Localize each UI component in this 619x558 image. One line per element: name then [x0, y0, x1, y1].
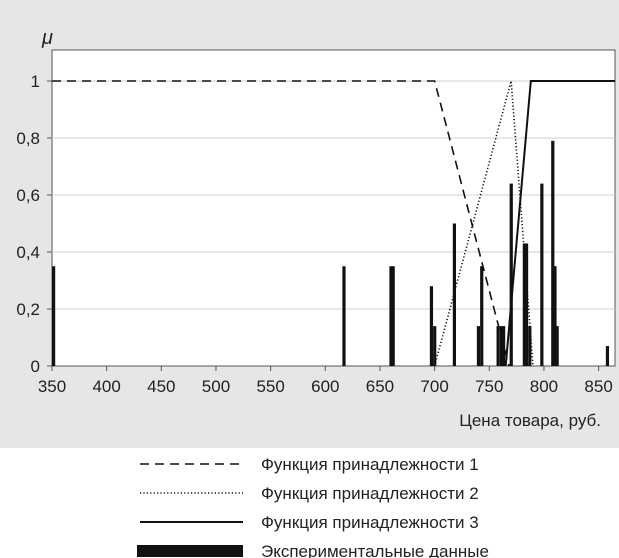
- data-bar: [528, 326, 532, 366]
- legend-label: Функция принадлежности 1: [261, 455, 479, 474]
- x-tick-label: 400: [92, 377, 120, 396]
- x-tick-label: 550: [256, 377, 284, 396]
- x-tick-label: 850: [584, 377, 612, 396]
- x-tick-label: 600: [311, 377, 339, 396]
- x-tick-label: 350: [38, 377, 66, 396]
- data-bar: [501, 326, 506, 366]
- series-line: [504, 80, 615, 367]
- data-bar: [429, 286, 434, 366]
- x-tick-label: 700: [420, 377, 448, 396]
- legend-label: Функция принадлежности 2: [261, 484, 479, 503]
- data-bar: [524, 243, 529, 366]
- data-bar: [342, 266, 346, 366]
- data-bar: [496, 326, 500, 366]
- membership-lines: [52, 80, 615, 367]
- data-bar: [480, 266, 484, 366]
- legend-label: Функция принадлежности 3: [261, 513, 479, 532]
- plot-area: [51, 49, 616, 367]
- x-tick-label: 800: [530, 377, 558, 396]
- data-bar: [540, 183, 544, 366]
- data-bar: [476, 326, 481, 366]
- y-tick-label: 0,2: [16, 300, 40, 319]
- data-bar: [551, 140, 555, 366]
- data-bar: [391, 266, 395, 366]
- data-bar: [553, 266, 557, 366]
- x-tick-label: 450: [147, 377, 175, 396]
- legend-label: Экспериментальные данные: [261, 542, 489, 558]
- x-tick-label: 500: [202, 377, 230, 396]
- legend: Функция принадлежности 1 Функция принадле…: [137, 455, 489, 558]
- y-tick-label: 0,8: [16, 129, 40, 148]
- data-bar: [499, 326, 504, 366]
- x-tick-label: 750: [475, 377, 503, 396]
- y-tick-label: 1: [31, 72, 40, 91]
- y-axis-ticks: 0 0,2 0,4 0,6 0,8 1: [16, 72, 52, 376]
- x-tick-label: 650: [366, 377, 394, 396]
- data-bar: [433, 326, 437, 366]
- x-axis-ticks: 350 400 450 500 550 600 650 700 750 800 850: [38, 366, 613, 396]
- data-bar: [555, 326, 559, 366]
- data-bar: [509, 183, 513, 366]
- series-line: [52, 80, 510, 367]
- y-tick-label: 0,4: [16, 243, 40, 262]
- experimental-bars: [52, 140, 610, 366]
- y-tick-label: 0,6: [16, 186, 40, 205]
- legend-swatch: [137, 545, 243, 557]
- y-tick-label: 0: [31, 357, 40, 376]
- y-axis-label: μ: [41, 27, 53, 49]
- data-bar: [452, 223, 456, 366]
- data-bar: [52, 266, 56, 366]
- data-bar: [605, 346, 610, 366]
- x-axis-label: Цена товара, руб.: [459, 411, 601, 430]
- data-bar: [522, 243, 526, 366]
- data-bar: [389, 266, 393, 366]
